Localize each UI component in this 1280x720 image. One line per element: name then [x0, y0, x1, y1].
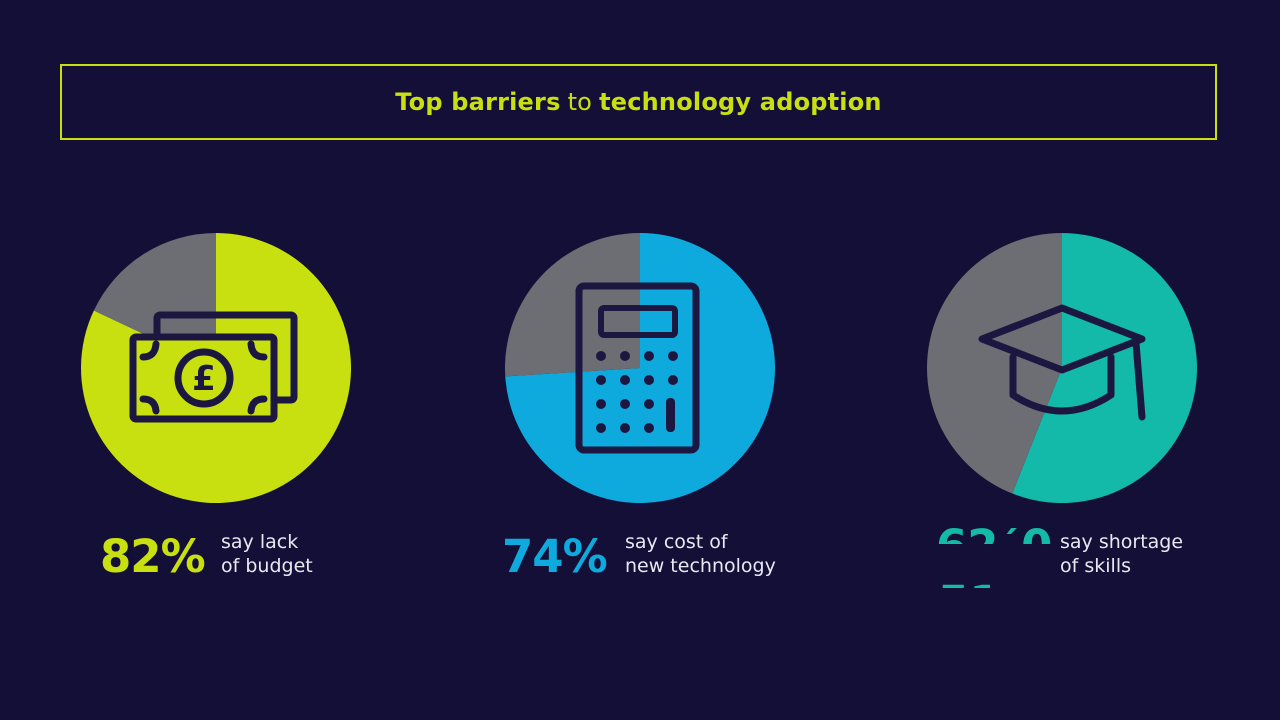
- pie-chart-skills: [926, 232, 1198, 504]
- stat-desc-line1: say shortage: [1060, 531, 1184, 553]
- stat-desc-line1: say cost of: [625, 531, 728, 553]
- graduation-cap-icon: [978, 304, 1146, 421]
- calculator-key: [596, 399, 606, 409]
- calculator-key: [644, 375, 654, 385]
- stat-percent-skills: 62´0 51: [936, 528, 1051, 588]
- stat-desc-budget: say lack of budget: [221, 530, 313, 578]
- pie-slice-value: [505, 233, 776, 504]
- title-part-1: Top barriers: [395, 88, 561, 116]
- stat-desc-cost: say cost of new technology: [625, 530, 776, 578]
- stat-percent-skills-fragment: 51: [938, 574, 1001, 588]
- pie-svg-skills: [926, 233, 1197, 504]
- pie-chart-cost: [504, 232, 776, 504]
- stat-skills: 62´0 51 say shortage of skills: [936, 528, 1236, 588]
- stat-percent-skills-top: 62´0: [936, 528, 1051, 544]
- stat-cost: 74% say cost of new technology: [502, 528, 802, 588]
- stat-desc-line2: of budget: [221, 555, 313, 577]
- pie-slice-remainder: [926, 233, 1062, 494]
- stat-desc-line2: of skills: [1060, 555, 1131, 577]
- calculator-key: [596, 351, 606, 361]
- stat-desc-skills: say shortage of skills: [1060, 530, 1183, 578]
- calculator-key: [620, 351, 630, 361]
- stat-percent-cost: 74%: [502, 530, 608, 583]
- calculator-key: [668, 351, 678, 361]
- title-part-3: technology adoption: [599, 88, 882, 116]
- pie-slice-remainder: [505, 233, 640, 377]
- pie-chart-budget: £: [80, 232, 352, 504]
- pound-symbol-icon: £: [192, 359, 216, 399]
- stat-desc-line1: say lack: [221, 531, 299, 553]
- calculator-key: [620, 375, 630, 385]
- pie-svg-budget: £: [81, 233, 352, 503]
- calculator-key: [596, 375, 606, 385]
- calculator-key: [620, 399, 630, 409]
- title-part-2: to: [567, 88, 593, 116]
- stat-desc-line2: new technology: [625, 555, 776, 577]
- title-banner: Top barriers to technology adoption: [60, 64, 1217, 140]
- calculator-key: [644, 399, 654, 409]
- calculator-icon: [575, 282, 700, 454]
- calculator-key: [644, 423, 654, 433]
- calculator-key: [620, 423, 630, 433]
- calculator-key: [596, 423, 606, 433]
- banknote-icon: [129, 311, 298, 423]
- calculator-key: [668, 375, 678, 385]
- pie-slice-value: [1012, 233, 1197, 504]
- stat-budget: 82% say lack of budget: [100, 528, 360, 588]
- pie-svg-cost: [505, 233, 776, 504]
- stat-percent-budget: 82%: [100, 530, 206, 583]
- calculator-key: [644, 351, 654, 361]
